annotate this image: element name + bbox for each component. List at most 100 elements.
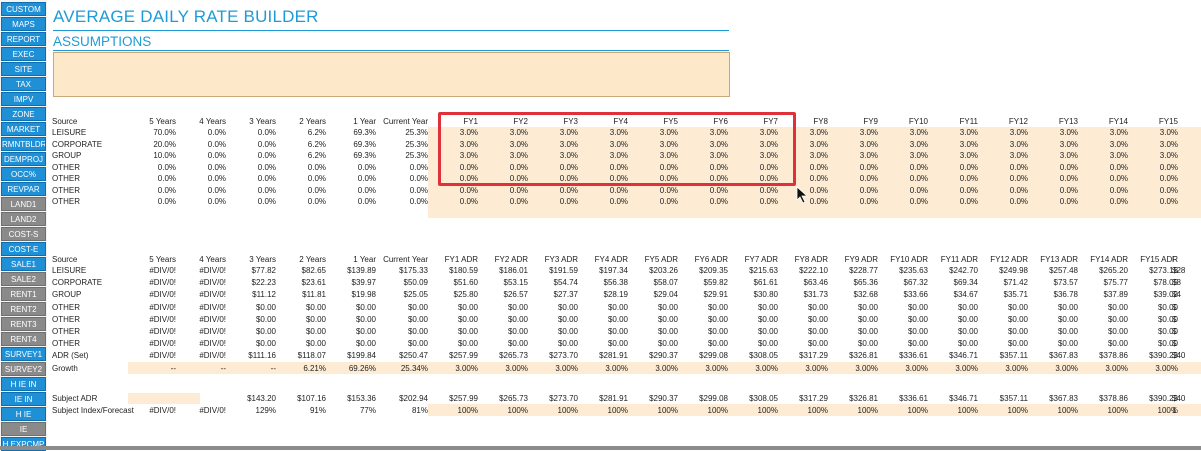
growth-cell[interactable]: 0.0%: [659, 162, 678, 172]
growth-cell[interactable]: 3.0%: [559, 139, 578, 149]
sidebar-button-sale2[interactable]: SALE2: [1, 272, 46, 286]
sidebar-button-rent1[interactable]: RENT1: [1, 287, 46, 301]
sidebar-button-land2[interactable]: LAND2: [1, 212, 46, 226]
sidebar-button-ie-in[interactable]: IE IN: [1, 392, 46, 406]
growth-cell[interactable]: 3.0%: [509, 151, 528, 160]
growth-cell[interactable]: 0.0%: [1159, 197, 1178, 206]
growth-cell[interactable]: 0.0%: [859, 174, 878, 183]
growth-cell[interactable]: 0.0%: [1059, 197, 1078, 206]
sidebar-button-rent4[interactable]: RENT4: [1, 332, 46, 346]
growth-cell[interactable]: 0.0%: [1009, 197, 1028, 206]
growth-cell[interactable]: 0.0%: [959, 162, 978, 172]
sidebar-button-cost-s[interactable]: COST-S: [1, 227, 46, 241]
sidebar-button-h-ie-in[interactable]: H IE IN: [1, 377, 46, 391]
growth-cell[interactable]: 3.0%: [1009, 128, 1028, 137]
growth-cell[interactable]: 3.0%: [1059, 139, 1078, 149]
growth-cell[interactable]: 0.0%: [559, 185, 578, 195]
growth-cell[interactable]: 0.0%: [1159, 162, 1178, 172]
growth-cell[interactable]: 0.0%: [1159, 185, 1178, 195]
growth-cell[interactable]: 0.0%: [709, 162, 728, 172]
sidebar-button-demproj[interactable]: DEMPROJ: [1, 152, 46, 166]
growth-cell[interactable]: 3.0%: [709, 151, 728, 160]
growth-cell[interactable]: 0.0%: [459, 185, 478, 195]
growth-cell[interactable]: 0.0%: [609, 162, 628, 172]
growth-cell[interactable]: 3.0%: [1009, 151, 1028, 160]
growth-cell[interactable]: 3.0%: [809, 139, 828, 149]
growth-cell[interactable]: 0.0%: [809, 197, 828, 206]
sidebar-button-impv[interactable]: IMPV: [1, 92, 46, 106]
growth-cell[interactable]: 3.0%: [809, 151, 828, 160]
growth-cell[interactable]: 0.0%: [1059, 174, 1078, 183]
growth-cell[interactable]: 0.0%: [759, 162, 778, 172]
growth-cell[interactable]: 0.0%: [809, 174, 828, 183]
growth-cell[interactable]: 3.0%: [609, 128, 628, 137]
growth-cell[interactable]: 0.0%: [1159, 174, 1178, 183]
growth-cell[interactable]: 3.0%: [759, 151, 778, 160]
growth-cell[interactable]: 0.0%: [609, 197, 628, 206]
growth-cell[interactable]: 3.0%: [1059, 128, 1078, 137]
growth-cell[interactable]: 3.0%: [859, 128, 878, 137]
growth-cell[interactable]: 0.0%: [909, 197, 928, 206]
growth-cell[interactable]: 0.0%: [859, 185, 878, 195]
sidebar-button-exec[interactable]: EXEC: [1, 47, 46, 61]
growth-cell[interactable]: 3.0%: [959, 151, 978, 160]
growth-cell[interactable]: 0.0%: [709, 174, 728, 183]
growth-cell[interactable]: 0.0%: [1109, 174, 1128, 183]
growth-cell[interactable]: 0.0%: [1059, 162, 1078, 172]
growth-cell[interactable]: 3.0%: [909, 128, 928, 137]
growth-cell[interactable]: 3.0%: [859, 139, 878, 149]
growth-cell[interactable]: 0.0%: [709, 185, 728, 195]
growth-cell[interactable]: 0.0%: [509, 197, 528, 206]
sidebar-button-tax[interactable]: TAX: [1, 77, 46, 91]
growth-cell[interactable]: 3.0%: [659, 139, 678, 149]
growth-cell[interactable]: 0.0%: [559, 174, 578, 183]
sidebar-button-sale1[interactable]: SALE1: [1, 257, 46, 271]
growth-cell[interactable]: 0.0%: [709, 197, 728, 206]
growth-cell[interactable]: 3.0%: [609, 139, 628, 149]
sidebar-button-site[interactable]: SITE: [1, 62, 46, 76]
growth-cell[interactable]: 3.0%: [559, 151, 578, 160]
growth-cell[interactable]: 3.0%: [1109, 139, 1128, 149]
growth-cell[interactable]: 3.0%: [959, 139, 978, 149]
growth-cell[interactable]: 3.0%: [459, 151, 478, 160]
growth-cell[interactable]: 3.0%: [1059, 151, 1078, 160]
growth-cell[interactable]: 3.0%: [559, 128, 578, 137]
growth-cell[interactable]: 0.0%: [1009, 185, 1028, 195]
growth-cell[interactable]: 3.0%: [509, 128, 528, 137]
growth-cell[interactable]: 3.0%: [809, 128, 828, 137]
assumptions-notes-box[interactable]: [53, 52, 730, 97]
growth-cell[interactable]: 0.0%: [1009, 174, 1028, 183]
growth-cell[interactable]: 3.0%: [1159, 151, 1178, 160]
growth-cell[interactable]: 0.0%: [609, 185, 628, 195]
growth-cell[interactable]: 3.0%: [859, 151, 878, 160]
growth-cell[interactable]: 0.0%: [959, 185, 978, 195]
growth-cell[interactable]: 3.0%: [509, 139, 528, 149]
growth-cell[interactable]: 0.0%: [959, 174, 978, 183]
growth-cell[interactable]: 0.0%: [1109, 197, 1128, 206]
growth-cell[interactable]: 0.0%: [509, 174, 528, 183]
growth-cell[interactable]: 0.0%: [1109, 162, 1128, 172]
growth-cell[interactable]: 0.0%: [859, 197, 878, 206]
growth-cell[interactable]: 3.0%: [759, 128, 778, 137]
sidebar-button-survey2[interactable]: SURVEY2: [1, 362, 46, 376]
growth-cell[interactable]: 0.0%: [559, 197, 578, 206]
growth-cell[interactable]: 3.0%: [659, 128, 678, 137]
growth-cell[interactable]: 3.0%: [1109, 151, 1128, 160]
growth-cell[interactable]: 0.0%: [909, 185, 928, 195]
sidebar-button-rent2[interactable]: RENT2: [1, 302, 46, 316]
subject-cell[interactable]: [130, 393, 176, 405]
sidebar-button-land1[interactable]: LAND1: [1, 197, 46, 211]
subject-row-label[interactable]: Subject ADR: [52, 394, 98, 403]
sidebar-button-survey1[interactable]: SURVEY1: [1, 347, 46, 361]
growth-cell[interactable]: 0.0%: [559, 162, 578, 172]
growth-cell[interactable]: 0.0%: [859, 162, 878, 172]
growth-cell[interactable]: 0.0%: [1109, 185, 1128, 195]
subject-cell[interactable]: [180, 393, 226, 405]
growth-cell[interactable]: 0.0%: [809, 185, 828, 195]
growth-cell[interactable]: 0.0%: [609, 174, 628, 183]
growth-cell[interactable]: 3.0%: [1109, 128, 1128, 137]
growth-cell[interactable]: 3.0%: [1009, 139, 1028, 149]
growth-cell[interactable]: 0.0%: [659, 197, 678, 206]
sidebar-button-market[interactable]: MARKET: [1, 122, 46, 136]
growth-cell[interactable]: 3.0%: [709, 139, 728, 149]
